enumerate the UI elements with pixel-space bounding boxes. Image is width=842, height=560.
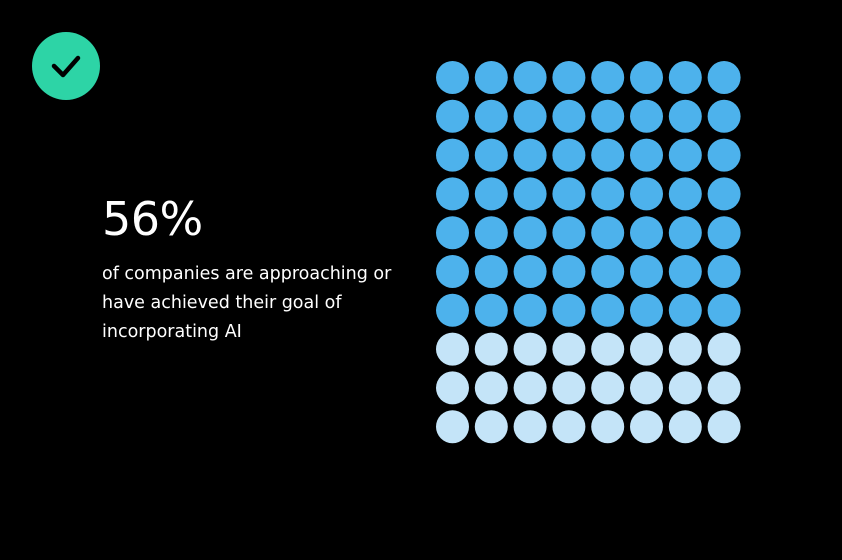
- waffle-dot: [436, 61, 469, 94]
- waffle-dot: [668, 332, 702, 366]
- stat-block: 56% of companies are approaching or have…: [102, 190, 402, 347]
- waffle-dot: [513, 332, 547, 366]
- waffle-dot: [436, 371, 469, 405]
- waffle-dot: [630, 177, 663, 211]
- waffle-dot: [668, 138, 702, 172]
- waffle-dot: [630, 410, 663, 444]
- waffle-dot: [474, 332, 508, 366]
- waffle-dot: [513, 371, 547, 405]
- waffle-dot: [707, 216, 741, 250]
- waffle-dot: [630, 293, 663, 327]
- waffle-dot: [668, 371, 702, 405]
- stat-caption: of companies are approaching or have ach…: [102, 264, 392, 342]
- waffle-dot: [513, 177, 547, 211]
- waffle-dot: [591, 371, 625, 405]
- waffle-dot: [707, 99, 741, 133]
- waffle-dot: [668, 255, 702, 288]
- checkmark-icon: [51, 55, 81, 78]
- waffle-dot: [668, 410, 702, 444]
- waffle-dot: [474, 255, 508, 288]
- waffle-dot: [513, 410, 547, 444]
- waffle-dot: [591, 177, 625, 211]
- waffle-dot: [436, 177, 469, 211]
- waffle-dot: [436, 255, 469, 288]
- waffle-dot: [552, 293, 586, 327]
- waffle-dot: [474, 177, 508, 211]
- waffle-dot: [552, 216, 586, 250]
- waffle-dot: [474, 410, 508, 444]
- waffle-dot: [630, 99, 663, 133]
- waffle-dot: [552, 99, 586, 133]
- waffle-dot: [436, 99, 469, 133]
- waffle-chart-svg: [436, 61, 741, 444]
- waffle-dot: [668, 61, 702, 94]
- waffle-dot: [591, 410, 625, 444]
- waffle-dot: [591, 255, 625, 288]
- waffle-dot: [436, 332, 469, 366]
- waffle-dot: [474, 293, 508, 327]
- waffle-dot: [707, 332, 741, 366]
- checkmark-badge: [32, 32, 100, 100]
- waffle-dot: [707, 138, 741, 172]
- waffle-dot: [552, 410, 586, 444]
- waffle-dot: [591, 138, 625, 172]
- waffle-dot: [552, 138, 586, 172]
- waffle-dot: [707, 371, 741, 405]
- waffle-dot: [513, 255, 547, 288]
- waffle-dot: [668, 177, 702, 211]
- waffle-dot: [591, 216, 625, 250]
- waffle-dot: [513, 61, 547, 94]
- waffle-dot: [707, 61, 741, 94]
- waffle-dot: [552, 177, 586, 211]
- waffle-dot: [630, 255, 663, 288]
- waffle-dot: [474, 61, 508, 94]
- waffle-dot: [591, 61, 625, 94]
- waffle-dot: [552, 332, 586, 366]
- waffle-dot: [474, 99, 508, 133]
- waffle-dot: [474, 371, 508, 405]
- waffle-dot: [552, 255, 586, 288]
- waffle-dot: [630, 138, 663, 172]
- waffle-dot: [668, 216, 702, 250]
- waffle-dot: [474, 216, 508, 250]
- waffle-chart: [436, 61, 744, 501]
- waffle-dot: [436, 216, 469, 250]
- waffle-dot: [591, 293, 625, 327]
- waffle-dot: [552, 61, 586, 94]
- waffle-dot: [436, 138, 469, 172]
- waffle-dot: [668, 99, 702, 133]
- waffle-dot: [513, 293, 547, 327]
- waffle-dot: [436, 293, 469, 327]
- stat-value: 56%: [102, 192, 203, 246]
- waffle-dot: [630, 332, 663, 366]
- waffle-dot: [436, 410, 469, 444]
- waffle-dot: [707, 293, 741, 327]
- waffle-dot: [591, 332, 625, 366]
- waffle-dot: [630, 216, 663, 250]
- waffle-dot: [630, 61, 663, 94]
- waffle-dot: [513, 216, 547, 250]
- waffle-dot: [707, 410, 741, 444]
- waffle-dot: [513, 99, 547, 133]
- waffle-dot: [474, 138, 508, 172]
- waffle-dot: [591, 99, 625, 133]
- waffle-dot: [707, 177, 741, 211]
- waffle-dot: [630, 371, 663, 405]
- waffle-dot: [513, 138, 547, 172]
- waffle-dot: [552, 371, 586, 405]
- waffle-dot: [668, 293, 702, 327]
- waffle-dot: [707, 255, 741, 288]
